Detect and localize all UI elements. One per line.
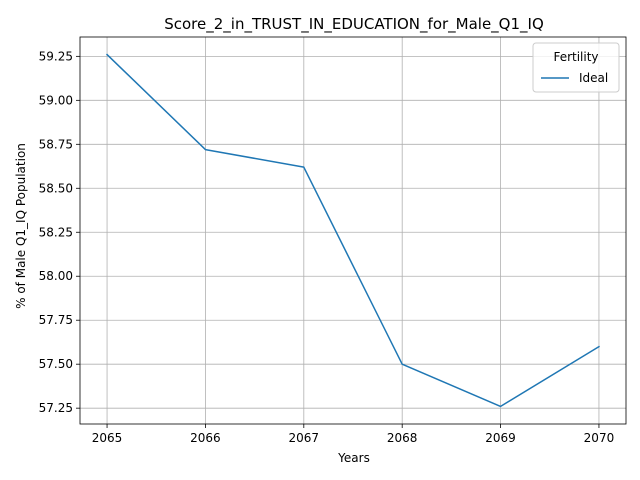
x-tick-label: 2068 bbox=[387, 431, 418, 445]
legend-label-ideal: Ideal bbox=[579, 71, 608, 85]
x-tick-label: 2065 bbox=[92, 431, 123, 445]
y-axis-ticks: 57.25 57.50 57.75 58.00 58.25 58.50 58.75 59.00… bbox=[39, 49, 80, 415]
x-tick-label: 2067 bbox=[289, 431, 320, 445]
legend: Fertility Ideal bbox=[532, 42, 620, 93]
legend-box bbox=[532, 42, 620, 93]
y-tick-label: 58.50 bbox=[39, 181, 73, 195]
y-tick-label: 57.50 bbox=[39, 357, 73, 371]
y-axis-label: % of Male Q1_IQ Population bbox=[14, 143, 28, 309]
x-tick-label: 2070 bbox=[584, 431, 615, 445]
y-tick-label: 58.00 bbox=[39, 269, 73, 283]
x-axis-ticks: 2065 2066 2067 2068 2069 2070 bbox=[92, 424, 614, 445]
x-axis-label: Years bbox=[337, 451, 370, 465]
x-tick-label: 2066 bbox=[190, 431, 221, 445]
y-tick-label: 58.25 bbox=[39, 225, 73, 239]
chart-title: Score_2_in_TRUST_IN_EDUCATION_for_Male_Q… bbox=[164, 15, 544, 34]
y-tick-label: 59.25 bbox=[39, 49, 73, 63]
legend-title: Fertility bbox=[553, 50, 598, 64]
series-line-ideal bbox=[105, 53, 600, 408]
y-tick-label: 58.75 bbox=[39, 137, 73, 151]
plot-frame bbox=[79, 36, 627, 425]
y-tick-label: 57.75 bbox=[39, 313, 73, 327]
series-layer bbox=[105, 53, 600, 408]
y-tick-label: 57.25 bbox=[39, 401, 73, 415]
y-tick-label: 59.00 bbox=[39, 93, 73, 107]
x-tick-label: 2069 bbox=[485, 431, 516, 445]
grid bbox=[80, 37, 626, 424]
